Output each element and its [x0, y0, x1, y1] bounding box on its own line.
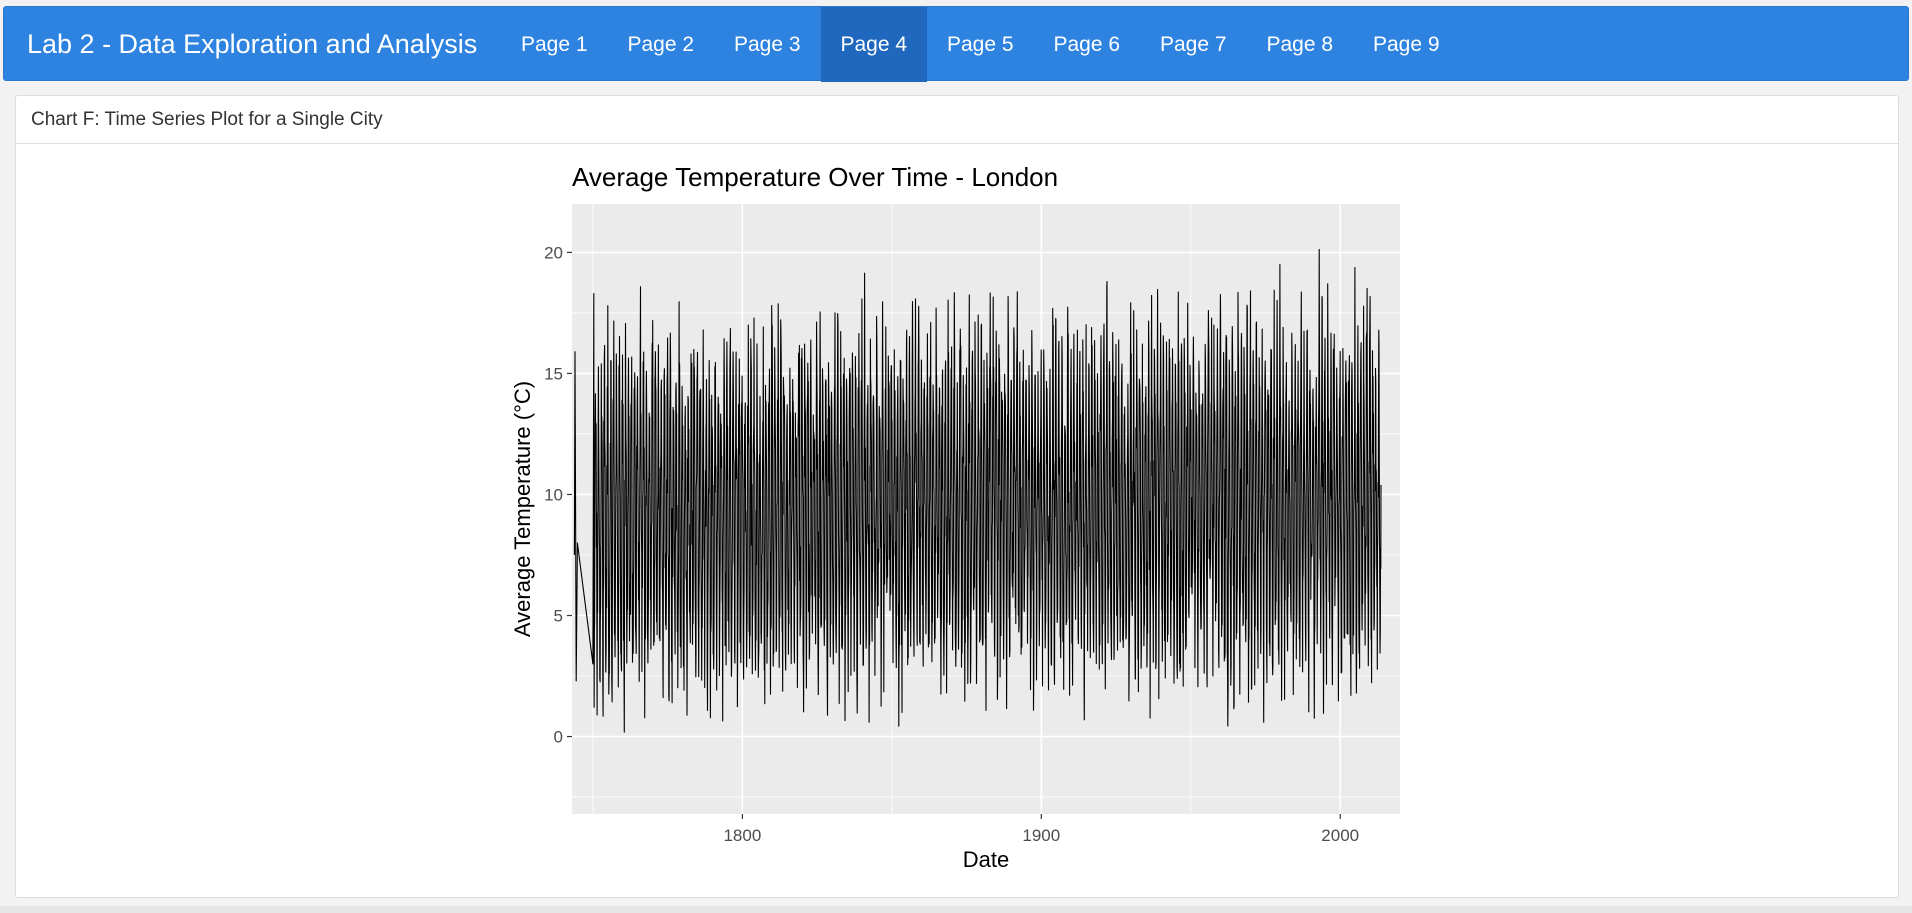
y-tick-label: 5 [554, 607, 563, 626]
x-axis-label: Date [963, 847, 1009, 872]
series-line-london [573, 248, 1382, 733]
x-tick-label: 1800 [723, 826, 761, 845]
tab-page-9[interactable]: Page 9 [1372, 32, 1440, 56]
tab-page-6[interactable]: Page 6 [1053, 32, 1121, 56]
panel-header: Chart F: Time Series Plot for a Single C… [16, 96, 1898, 144]
app-title[interactable]: Lab 2 - Data Exploration and Analysis [27, 29, 478, 59]
tab-page-3[interactable]: Page 3 [733, 32, 801, 56]
x-tick-label: 1900 [1022, 826, 1060, 845]
tab-page-5[interactable]: Page 5 [946, 32, 1014, 56]
y-tick-label: 0 [554, 728, 563, 747]
tab-page-2[interactable]: Page 2 [627, 32, 695, 56]
top-navbar: Lab 2 - Data Exploration and Analysis Pa… [3, 6, 1909, 82]
y-axis-label: Average Temperature (°C) [510, 381, 535, 637]
tab-page-7[interactable]: Page 7 [1159, 32, 1227, 56]
x-tick-label: 2000 [1321, 826, 1359, 845]
y-tick-label: 20 [544, 243, 563, 262]
tab-page-1[interactable]: Page 1 [520, 32, 588, 56]
nav-tabs: Page 1 Page 2 Page 3 Page 4 Page 5 Page 6 Page… [501, 7, 1460, 82]
y-tick-label: 10 [544, 485, 563, 504]
chart-title: Average Temperature Over Time - London [572, 162, 1058, 192]
window-bottom-bar [0, 906, 1912, 913]
y-tick-label: 15 [544, 364, 563, 383]
tab-page-4[interactable]: Page 4 [820, 7, 927, 82]
tab-page-8[interactable]: Page 8 [1266, 32, 1334, 56]
